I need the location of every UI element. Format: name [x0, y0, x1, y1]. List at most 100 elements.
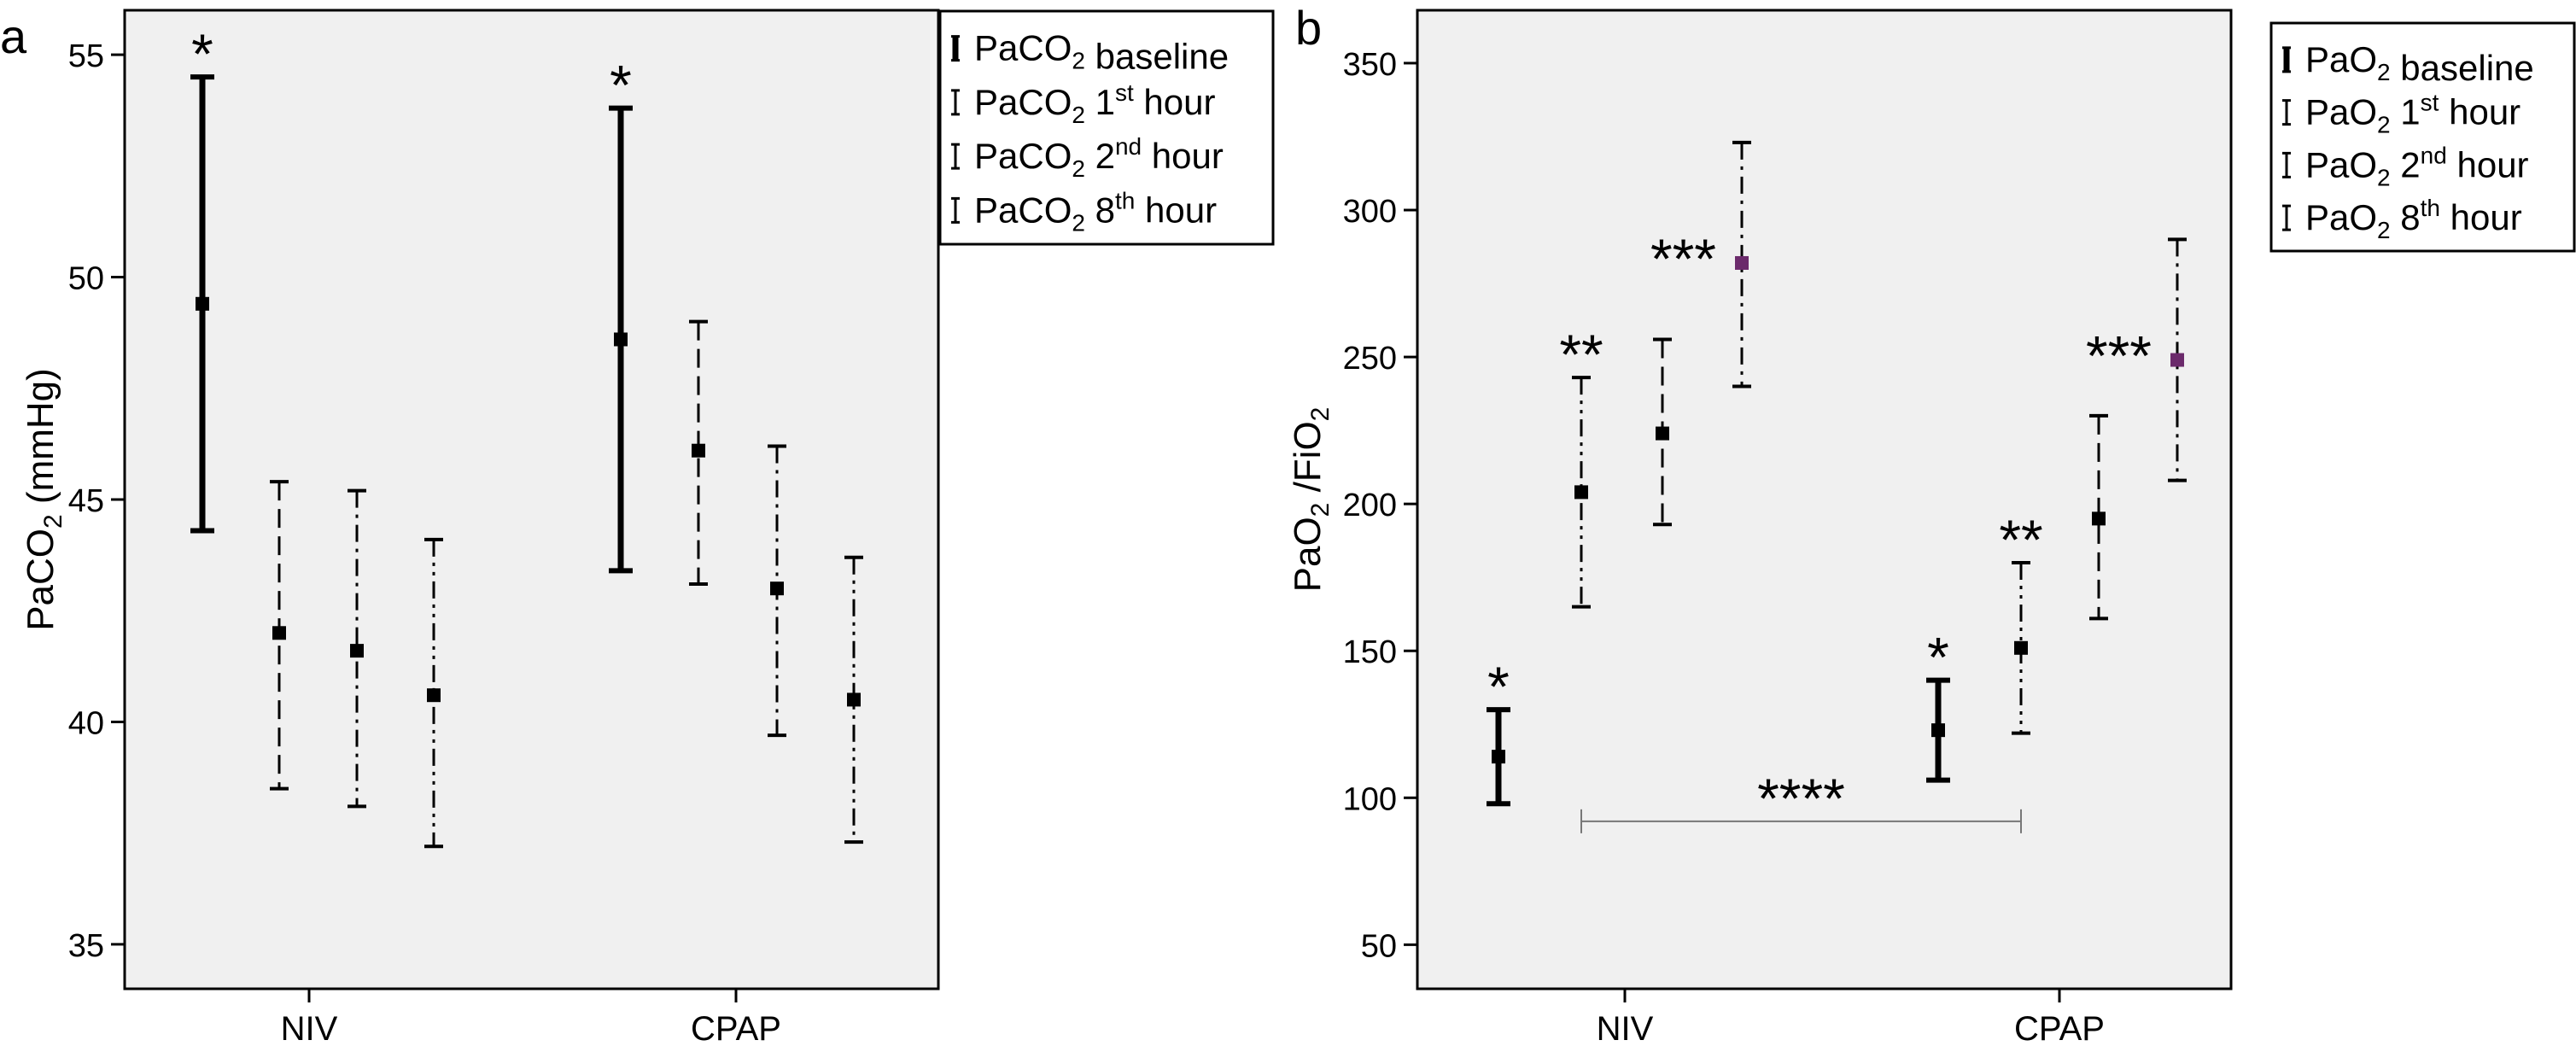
- legend-entry-superscript: st: [1115, 79, 1134, 106]
- mean-marker: [614, 332, 628, 347]
- significance-marker: *: [1487, 655, 1510, 718]
- y-axis-label-subscript: 2: [39, 514, 67, 529]
- significance-marker: *: [191, 22, 213, 85]
- significance-marker: **: [1559, 323, 1603, 386]
- significance-marker: *: [1927, 626, 1949, 689]
- y-tick-label: 250: [1343, 341, 1397, 377]
- y-tick-label: 55: [68, 38, 104, 74]
- significance-marker: ***: [2086, 324, 2152, 388]
- legend-entry: PaCO2 2nd hour: [974, 133, 1224, 182]
- legend-entry-number: 1: [1085, 82, 1115, 122]
- legend-entry-tail: hour: [1134, 82, 1216, 122]
- legend-entry-subscript: 2: [1072, 155, 1085, 182]
- mean-marker: [2170, 353, 2184, 367]
- significance-marker: *: [610, 54, 632, 117]
- y-axis-label-subscript: 2: [1306, 407, 1335, 422]
- x-tick-label: NIV: [281, 1010, 338, 1046]
- mean-marker: [2014, 640, 2028, 655]
- legend-entry-subscript: 2: [1072, 48, 1085, 74]
- mean-marker: [350, 644, 364, 658]
- legend-entry-main: PaO: [2305, 144, 2377, 184]
- legend-entry-subscript: 2: [2377, 164, 2391, 190]
- y-tick-label: 50: [1361, 928, 1397, 964]
- y-axis-label-tail: (mmHg): [20, 368, 61, 514]
- legend-entry-subscript: 2: [2377, 112, 2391, 138]
- y-tick-label: 45: [68, 483, 104, 519]
- legend-entry-superscript: th: [2421, 195, 2440, 221]
- y-axis-label-tail: /FiO: [1287, 421, 1329, 502]
- legend-entry: PaO2 8th hour: [2305, 195, 2522, 243]
- y-axis-label: PaCO2 (mmHg): [20, 368, 67, 631]
- legend-entry-main: PaCO: [974, 82, 1072, 122]
- y-axis-label-main: PaO: [1287, 517, 1329, 592]
- mean-marker: [1735, 255, 1749, 270]
- legend-entry-subscript: 2: [2377, 59, 2391, 85]
- legend-entry-number: 2: [1085, 136, 1115, 176]
- bracket-label: ****: [1757, 767, 1845, 830]
- y-tick-label: 350: [1343, 47, 1397, 83]
- legend-entry: PaCO2 baseline: [974, 28, 1229, 77]
- legend-entry-tail: hour: [2440, 197, 2522, 237]
- legend-entry-superscript: nd: [2421, 142, 2447, 168]
- x-tick-label: CPAP: [691, 1010, 781, 1046]
- mean-marker: [770, 581, 784, 596]
- mean-marker: [847, 692, 861, 707]
- legend-entry-tail: hour: [2439, 92, 2521, 132]
- mean-marker: [1492, 750, 1505, 764]
- legend-entry-tail: baseline: [1085, 37, 1229, 77]
- y-tick-label: 35: [68, 928, 104, 964]
- legend-entry-number: 8: [2391, 197, 2421, 237]
- mean-marker: [1931, 723, 1945, 738]
- legend-entry-subscript: 2: [2377, 217, 2391, 243]
- legend-entry-main: PaO: [2305, 92, 2377, 132]
- legend-entry-main: PaO: [2305, 197, 2377, 237]
- panel-letter: a: [0, 9, 27, 63]
- mean-marker: [1574, 485, 1588, 500]
- y-tick-label: 200: [1343, 488, 1397, 523]
- y-axis-label: PaO2 /FiO2: [1287, 407, 1335, 593]
- x-tick-label: CPAP: [2014, 1010, 2105, 1046]
- legend-entry-superscript: st: [2421, 90, 2439, 116]
- y-tick-label: 50: [68, 261, 104, 297]
- y-tick-label: 40: [68, 705, 104, 741]
- significance-marker: ***: [1650, 227, 1716, 290]
- legend-entry: PaCO2 1st hour: [974, 79, 1216, 128]
- mean-marker: [196, 296, 209, 311]
- legend-entry-tail: hour: [1135, 190, 1217, 230]
- legend-entry-subscript: 2: [1072, 102, 1085, 128]
- legend-entry-main: PaCO: [974, 190, 1072, 230]
- y-axis-label-main: PaCO: [20, 529, 61, 631]
- legend-box: [938, 9, 1275, 246]
- legend-entry-superscript: th: [1115, 187, 1135, 213]
- y-tick-label: 100: [1343, 781, 1397, 817]
- legend-entry-tail: hour: [1142, 136, 1224, 176]
- legend-entry-superscript: nd: [1115, 133, 1142, 160]
- legend-entry: PaO2 baseline: [2305, 39, 2534, 88]
- plot-area: [123, 9, 940, 990]
- legend-entry-number: 8: [1085, 190, 1115, 230]
- x-tick-label: NIV: [1597, 1010, 1654, 1046]
- mean-marker: [272, 626, 286, 640]
- legend-entry-main: PaO: [2305, 39, 2377, 79]
- legend-entry-main: PaCO: [974, 28, 1072, 68]
- mean-marker: [427, 688, 441, 703]
- legend-entry: PaO2 1st hour: [2305, 90, 2521, 138]
- legend-entry-tail: baseline: [2391, 48, 2534, 88]
- legend-entry: PaO2 2nd hour: [2305, 142, 2529, 190]
- y-axis-label-subscript: 2: [1306, 503, 1335, 517]
- legend-entry-main: PaCO: [974, 136, 1072, 176]
- y-tick-label: 150: [1343, 634, 1397, 670]
- legend-entry: PaCO2 8th hour: [974, 187, 1217, 236]
- legend-box: [2269, 21, 2576, 253]
- mean-marker: [692, 443, 705, 458]
- mean-marker: [2092, 511, 2106, 526]
- legend-entry-number: 1: [2391, 92, 2421, 132]
- plot-area: [1416, 9, 2233, 990]
- panel-letter: b: [1295, 1, 1322, 55]
- y-tick-label: 300: [1343, 194, 1397, 230]
